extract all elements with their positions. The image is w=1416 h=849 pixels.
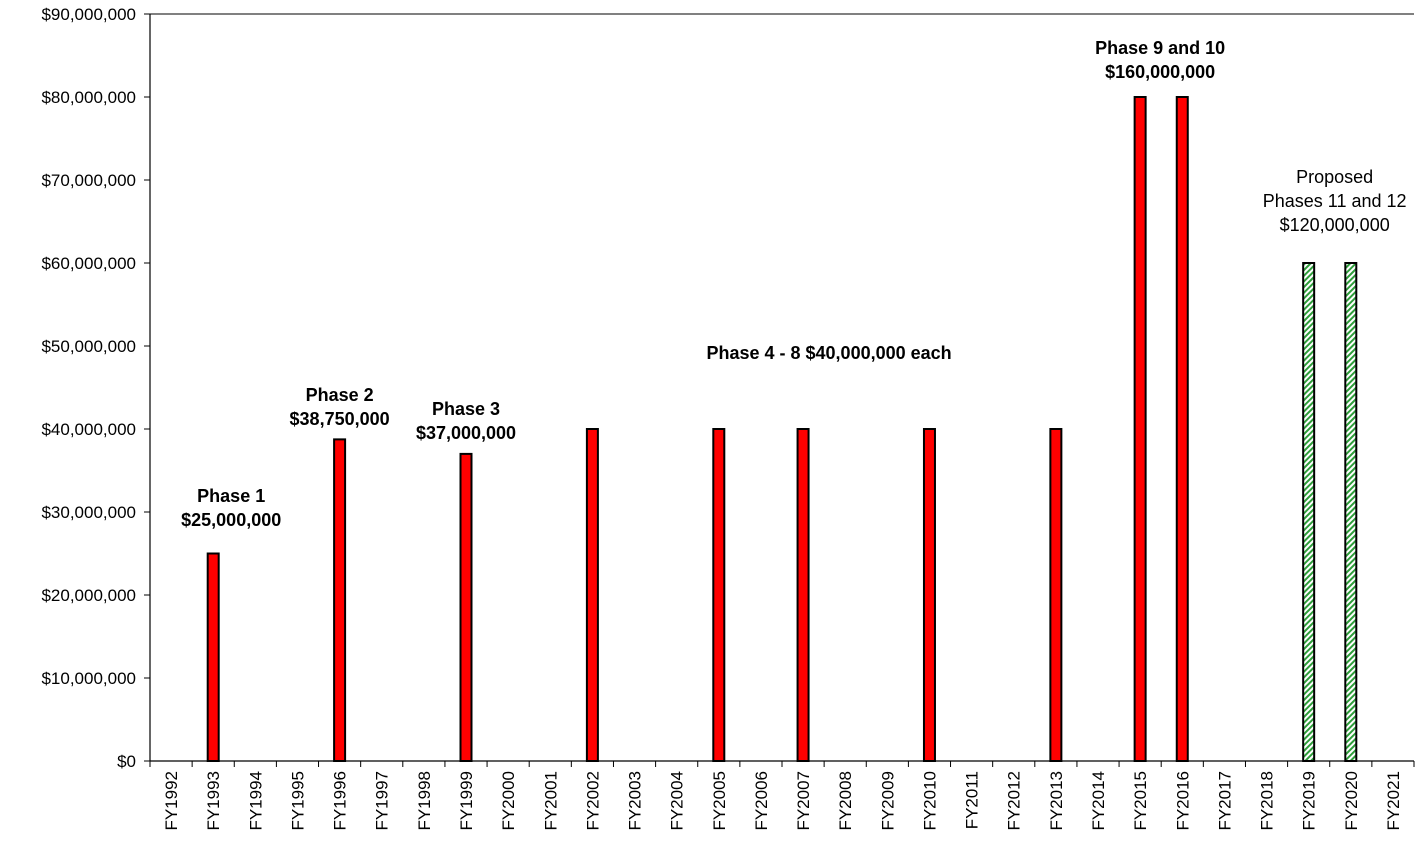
y-tick-label: $30,000,000 [41, 503, 136, 522]
funded-bar [713, 429, 724, 761]
x-tick-label: FY2013 [1047, 771, 1066, 831]
x-tick-label: FY2017 [1215, 771, 1234, 831]
y-tick-label: $40,000,000 [41, 420, 136, 439]
funded-bar [587, 429, 598, 761]
x-tick-label: FY2005 [710, 771, 729, 831]
x-tick-label: FY2018 [1258, 771, 1277, 831]
x-tick-label: FY2004 [668, 771, 687, 831]
x-tick-label: FY1995 [288, 771, 307, 831]
y-tick-label: $0 [117, 752, 136, 771]
annotation-label: $37,000,000 [416, 423, 516, 443]
annotation-label: Phase 2 [306, 385, 374, 405]
x-tick-label: FY2015 [1131, 771, 1150, 831]
y-tick-label: $80,000,000 [41, 88, 136, 107]
y-tick-label: $20,000,000 [41, 586, 136, 605]
x-tick-label: FY2006 [752, 771, 771, 831]
bars [208, 97, 1357, 761]
x-tick-label: FY2009 [878, 771, 897, 831]
x-tick-label: FY2016 [1173, 771, 1192, 831]
x-tick-label: FY1999 [457, 771, 476, 831]
y-tick-label: $10,000,000 [41, 669, 136, 688]
x-tick-label: FY2012 [1005, 771, 1024, 831]
x-tick-label: FY2010 [920, 771, 939, 831]
x-tick-label: FY1994 [246, 771, 265, 831]
y-tick-label: $70,000,000 [41, 171, 136, 190]
annotation-label: $120,000,000 [1280, 215, 1390, 235]
y-tick-label: $90,000,000 [41, 5, 136, 24]
funded-bar [798, 429, 809, 761]
x-tick-label: FY2019 [1300, 771, 1319, 831]
proposed-bar [1303, 263, 1314, 761]
y-axis-tick-labels: $0 $10,000,000 $20,000,000 $30,000,000 $40,0… [41, 5, 136, 771]
x-tick-label: FY1997 [373, 771, 392, 831]
x-tick-label: FY2007 [794, 771, 813, 831]
annotation-label: $25,000,000 [181, 510, 281, 530]
annotations: Phase 1 $25,000,000 Phase 2 $38,750,000 Phas… [181, 38, 1406, 530]
x-tick-label: FY2002 [583, 771, 602, 831]
annotation-label: Phase 4 - 8 $40,000,000 each [706, 343, 951, 363]
funded-bar [334, 439, 345, 761]
x-tick-label: FY1992 [162, 771, 181, 831]
x-tick-label: FY2000 [499, 771, 518, 831]
x-tick-label: FY2008 [836, 771, 855, 831]
annotation-label: $38,750,000 [290, 409, 390, 429]
x-tick-label: FY2001 [541, 771, 560, 831]
annotation-label: Phase 3 [432, 399, 500, 419]
x-tick-label: FY2020 [1342, 771, 1361, 831]
x-tick-label: FY2014 [1089, 771, 1108, 831]
annotation-label: Phase 9 and 10 [1095, 38, 1225, 58]
x-tick-label: FY2021 [1384, 771, 1403, 831]
x-tick-label: FY1996 [331, 771, 350, 831]
x-tick-label: FY2003 [626, 771, 645, 831]
funded-bar [924, 429, 935, 761]
x-tick-label: FY2011 [963, 771, 982, 829]
annotation-label: Phases 11 and 12 [1263, 191, 1407, 211]
funded-bar [1177, 97, 1188, 761]
funded-bar [208, 554, 219, 762]
x-axis-tick-labels: FY1992 FY1993 FY1994 FY1995 FY1996 FY1997 FY19… [162, 771, 1403, 831]
funded-bar [1135, 97, 1146, 761]
x-tick-label: FY1993 [204, 771, 223, 831]
annotation-label: $160,000,000 [1105, 62, 1215, 82]
proposed-bar [1345, 263, 1356, 761]
y-tick-label: $50,000,000 [41, 337, 136, 356]
annotation-label: Proposed [1296, 167, 1373, 187]
annotation-label: Phase 1 [197, 486, 265, 506]
y-tick-label: $60,000,000 [41, 254, 136, 273]
funded-bar [1050, 429, 1061, 761]
funded-bar [461, 454, 472, 761]
x-tick-label: FY1998 [415, 771, 434, 831]
